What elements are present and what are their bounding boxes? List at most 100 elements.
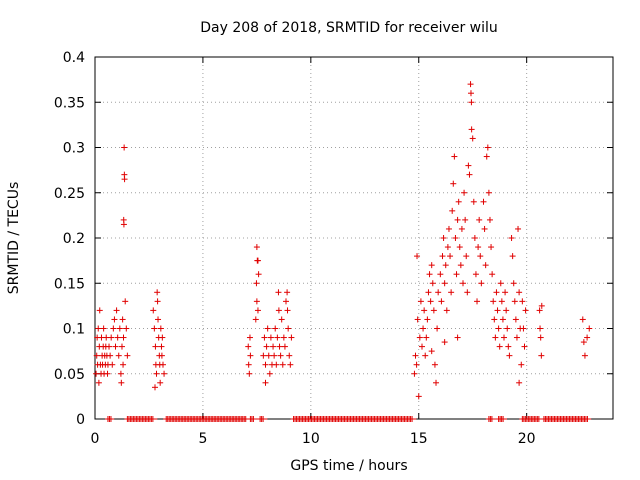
data-point bbox=[121, 176, 128, 183]
data-point bbox=[482, 262, 489, 269]
zero-value-points bbox=[247, 416, 258, 422]
data-point bbox=[155, 316, 162, 323]
data-point bbox=[152, 343, 159, 350]
data-point bbox=[450, 180, 457, 187]
data-point bbox=[413, 361, 420, 368]
zero-value-points bbox=[290, 416, 417, 422]
data-point bbox=[468, 126, 475, 133]
y-tick-label: 0.15 bbox=[54, 276, 85, 292]
data-point bbox=[411, 370, 418, 377]
data-point bbox=[439, 253, 446, 260]
data-point bbox=[280, 334, 287, 341]
data-point bbox=[501, 334, 508, 341]
data-point bbox=[245, 361, 252, 368]
data-point bbox=[423, 334, 430, 341]
data-point bbox=[151, 325, 158, 332]
data-point bbox=[441, 339, 448, 346]
data-point bbox=[107, 352, 114, 359]
x-tick-label: 0 bbox=[91, 431, 100, 447]
data-point bbox=[286, 352, 293, 359]
data-point bbox=[513, 334, 520, 341]
data-point bbox=[518, 361, 525, 368]
data-point bbox=[428, 348, 435, 355]
data-point bbox=[120, 361, 127, 368]
data-point bbox=[119, 316, 126, 323]
data-point bbox=[112, 343, 119, 350]
zero-value-points bbox=[104, 416, 115, 422]
data-point bbox=[537, 334, 544, 341]
data-point bbox=[471, 235, 478, 241]
data-point bbox=[120, 221, 127, 228]
data-point bbox=[159, 361, 166, 368]
data-point bbox=[510, 280, 517, 287]
data-point bbox=[449, 207, 456, 214]
data-point bbox=[277, 352, 284, 359]
data-point bbox=[425, 289, 432, 296]
data-point bbox=[522, 307, 529, 314]
data-point bbox=[254, 307, 261, 314]
data-point bbox=[538, 352, 545, 359]
data-point bbox=[281, 343, 288, 350]
data-point bbox=[495, 325, 502, 332]
data-point bbox=[467, 90, 474, 97]
data-point bbox=[252, 316, 259, 323]
x-tick-label: 15 bbox=[410, 431, 428, 447]
data-point bbox=[466, 171, 473, 178]
data-point bbox=[456, 244, 463, 251]
data-point bbox=[121, 144, 128, 151]
data-point bbox=[457, 262, 464, 269]
data-point bbox=[430, 307, 437, 314]
data-point bbox=[113, 307, 120, 314]
data-point bbox=[509, 253, 516, 260]
data-point bbox=[253, 298, 260, 305]
data-point bbox=[267, 334, 274, 341]
zero-value-points bbox=[124, 416, 158, 422]
data-point bbox=[579, 316, 586, 323]
x-axis-label: GPS time / hours bbox=[290, 458, 407, 474]
data-point bbox=[246, 334, 253, 341]
data-point bbox=[260, 352, 267, 359]
data-point bbox=[468, 99, 475, 106]
x-tick-label: 10 bbox=[302, 431, 320, 447]
data-point bbox=[278, 316, 285, 323]
data-point bbox=[270, 343, 277, 350]
data-point bbox=[443, 307, 450, 314]
y-axis-label: SRMTID / TECUs bbox=[6, 182, 22, 295]
data-point bbox=[486, 216, 493, 223]
data-point bbox=[115, 352, 122, 359]
y-tick-label: 0 bbox=[76, 412, 85, 428]
data-point bbox=[288, 334, 295, 341]
data-point bbox=[122, 298, 129, 305]
data-point bbox=[275, 307, 282, 314]
data-point bbox=[537, 325, 544, 332]
data-point bbox=[461, 189, 468, 196]
data-point bbox=[265, 352, 272, 359]
data-point bbox=[474, 298, 481, 305]
data-point bbox=[491, 316, 498, 323]
data-point bbox=[536, 307, 543, 314]
data-point bbox=[415, 393, 422, 400]
data-point bbox=[124, 352, 131, 359]
x-tick-label: 5 bbox=[198, 431, 207, 447]
data-point bbox=[154, 298, 161, 305]
data-point bbox=[581, 352, 588, 359]
data-point bbox=[418, 343, 425, 350]
data-point bbox=[496, 343, 503, 350]
data-point bbox=[255, 271, 262, 278]
data-point bbox=[100, 325, 107, 332]
data-point bbox=[273, 361, 280, 368]
data-point bbox=[462, 216, 469, 223]
data-point bbox=[437, 271, 444, 278]
zero-value-points bbox=[495, 416, 508, 422]
y-tick-label: 0.25 bbox=[54, 186, 85, 202]
data-point bbox=[420, 325, 427, 332]
data-point bbox=[414, 253, 421, 260]
data-point bbox=[494, 307, 501, 314]
data-point bbox=[469, 135, 476, 142]
data-point bbox=[499, 316, 506, 323]
data-point bbox=[538, 302, 545, 309]
data-point bbox=[412, 352, 419, 359]
data-point bbox=[261, 334, 268, 341]
data-point bbox=[287, 361, 294, 368]
data-point bbox=[152, 384, 159, 391]
